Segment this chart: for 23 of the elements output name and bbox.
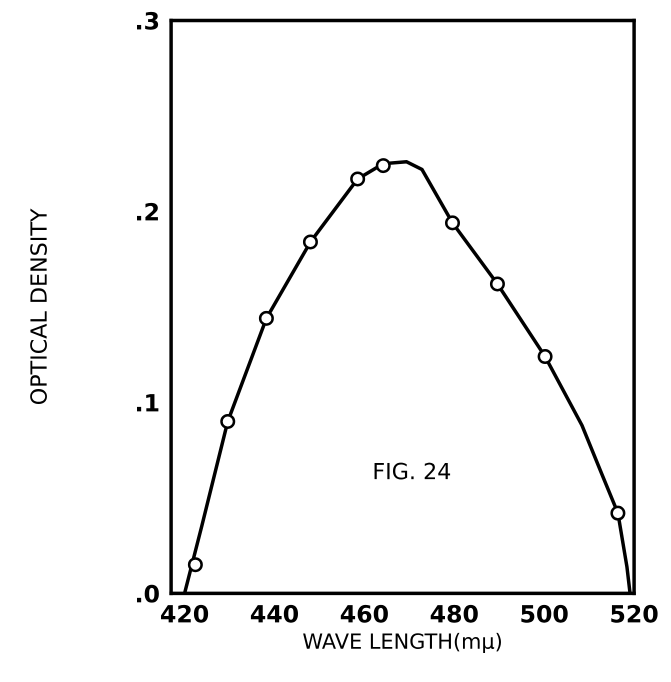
x-tick-label: 440: [250, 604, 298, 623]
x-tick-label: 480: [430, 604, 478, 623]
point: [376, 158, 391, 174]
point: [220, 414, 236, 429]
x-tick-label: 420: [161, 604, 208, 623]
y-tick-label: .1: [137, 394, 158, 412]
y-tick-label: .3: [137, 12, 158, 30]
point: [350, 171, 366, 186]
point: [444, 215, 460, 230]
x-tick-label: 500: [521, 604, 568, 623]
y-tick-label: .0: [137, 584, 159, 603]
point: [302, 234, 318, 250]
point: [258, 310, 274, 326]
annotation: FIG. 24: [374, 462, 450, 480]
x-tick-label: 520: [611, 604, 658, 623]
point: [188, 557, 203, 572]
y-tick-label: .2: [137, 202, 158, 220]
point: [490, 276, 505, 292]
y-axis-title: OPTICAL DENSITY: [30, 208, 47, 404]
point: [538, 349, 553, 364]
point: [610, 506, 626, 521]
x-axis-title: WAVE LENGTH(mμ): [303, 632, 501, 654]
x-tick-label: 460: [340, 604, 388, 623]
